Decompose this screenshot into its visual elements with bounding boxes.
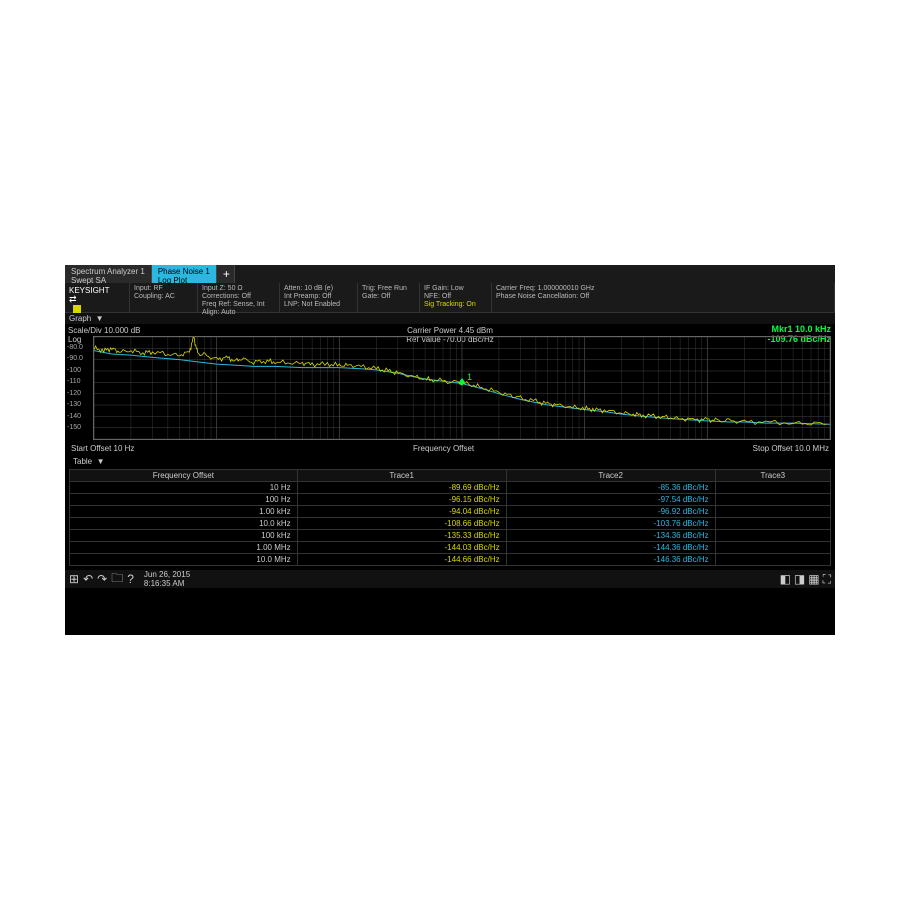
tab-bar: Spectrum Analyzer 1 Swept SA Phase Noise…: [65, 265, 835, 283]
table-row[interactable]: 100 kHz-135.33 dBc/Hz-134.36 dBc/Hz: [70, 530, 831, 542]
taskbar: ⊞ ↶ ↷ 🗀 ? Jun 26, 20158:16:35 AM ◧ ◨ ▦ ⛶: [65, 570, 835, 588]
info-input: Input: RFCoupling: AC: [130, 283, 198, 312]
y-tick-label: -130: [67, 401, 81, 408]
table-cell: [715, 542, 830, 554]
redo-icon[interactable]: ↷: [97, 572, 107, 586]
table-header: Trace1: [297, 470, 506, 482]
stop-offset: Stop Offset 10.0 MHz: [753, 444, 829, 453]
y-tick-label: -120: [67, 390, 81, 397]
start-offset: Start Offset 10 Hz: [71, 444, 134, 453]
y-tick-label: -150: [67, 424, 81, 431]
table-cell: -108.66 dBc/Hz: [297, 518, 506, 530]
table-cell: -146.36 dBc/Hz: [506, 554, 715, 566]
table-row[interactable]: 10.0 kHz-108.66 dBc/Hz-103.76 dBc/Hz: [70, 518, 831, 530]
table-cell: -144.36 dBc/Hz: [506, 542, 715, 554]
y-tick-label: -80.0: [67, 344, 83, 351]
table-cell: [715, 506, 830, 518]
table-dropdown[interactable]: Table ▼: [69, 456, 831, 467]
taskbar-datetime: Jun 26, 20158:16:35 AM: [144, 570, 190, 588]
table-section: Table ▼ Frequency OffsetTrace1Trace2Trac…: [65, 454, 835, 570]
x-axis-labels: Start Offset 10 Hz Frequency Offset Stop…: [65, 444, 835, 453]
y-tick-label: -100: [67, 367, 81, 374]
table-row[interactable]: 10 Hz-89.69 dBc/Hz-85.36 dBc/Hz: [70, 482, 831, 494]
tab-label: Spectrum Analyzer 1: [71, 267, 145, 276]
graph-header: Graph ▼: [65, 313, 835, 324]
tb-icon-3[interactable]: ▦: [808, 572, 819, 587]
table-header: Frequency Offset: [70, 470, 298, 482]
tab-phase-noise[interactable]: Phase Noise 1 Log Plot: [152, 265, 217, 283]
table-cell: 1.00 kHz: [70, 506, 298, 518]
table-cell: 100 kHz: [70, 530, 298, 542]
table-header: Trace3: [715, 470, 830, 482]
svg-text:1: 1: [467, 372, 472, 382]
table-cell: [715, 530, 830, 542]
info-bar: KEYSIGHT ⇄ Input: RFCoupling: AC Input Z…: [65, 283, 835, 313]
table-cell: -96.15 dBc/Hz: [297, 494, 506, 506]
tab-label: Phase Noise 1: [158, 267, 210, 276]
table-cell: 1.00 MHz: [70, 542, 298, 554]
windows-icon[interactable]: ⊞: [69, 572, 79, 586]
info-atten: Atten: 10 dB (e)Int Preamp: OffLNP: Not …: [280, 283, 358, 312]
table-cell: -85.36 dBc/Hz: [506, 482, 715, 494]
graph-dropdown[interactable]: Graph ▼: [69, 314, 104, 323]
tb-icon-1[interactable]: ◧: [780, 572, 791, 587]
tab-swept-sa[interactable]: Spectrum Analyzer 1 Swept SA: [65, 265, 152, 283]
table-row[interactable]: 1.00 kHz-94.04 dBc/Hz-96.92 dBc/Hz: [70, 506, 831, 518]
tb-icon-2[interactable]: ◨: [794, 572, 805, 587]
table-cell: [715, 494, 830, 506]
table-cell: [715, 554, 830, 566]
table-cell: -97.54 dBc/Hz: [506, 494, 715, 506]
undo-icon[interactable]: ↶: [83, 572, 93, 586]
analyzer-window: Spectrum Analyzer 1 Swept SA Phase Noise…: [65, 265, 835, 635]
table-row[interactable]: 10.0 MHz-144.66 dBc/Hz-146.36 dBc/Hz: [70, 554, 831, 566]
help-icon[interactable]: ?: [127, 572, 134, 586]
info-corrections: Input Z: 50 ΩCorrections: OffFreq Ref: S…: [198, 283, 280, 312]
table-cell: -135.33 dBc/Hz: [297, 530, 506, 542]
table-cell: -89.69 dBc/Hz: [297, 482, 506, 494]
y-tick-label: -90.0: [67, 355, 83, 362]
folder-icon[interactable]: 🗀: [111, 569, 123, 590]
table-cell: -144.03 dBc/Hz: [297, 542, 506, 554]
table-cell: -96.92 dBc/Hz: [506, 506, 715, 518]
table-cell: [715, 518, 830, 530]
table-header: Trace2: [506, 470, 715, 482]
info-carrier: Carrier Freq: 1.000000010 GHzPhase Noise…: [492, 283, 835, 312]
table-cell: 10.0 kHz: [70, 518, 298, 530]
table-cell: -144.66 dBc/Hz: [297, 554, 506, 566]
plot[interactable]: 1: [93, 336, 831, 440]
info-trig: Trig: Free RunGate: Off: [358, 283, 420, 312]
table-cell: 10.0 MHz: [70, 554, 298, 566]
table-cell: 10 Hz: [70, 482, 298, 494]
y-tick-label: -110: [67, 378, 81, 385]
table-cell: [715, 482, 830, 494]
table-cell: -103.76 dBc/Hz: [506, 518, 715, 530]
table-cell: 100 Hz: [70, 494, 298, 506]
brand-logo: KEYSIGHT ⇄: [65, 283, 130, 312]
table-row[interactable]: 100 Hz-96.15 dBc/Hz-97.54 dBc/Hz: [70, 494, 831, 506]
table-cell: -94.04 dBc/Hz: [297, 506, 506, 518]
data-table: Frequency OffsetTrace1Trace2Trace3 10 Hz…: [69, 469, 831, 566]
x-axis-title: Frequency Offset: [413, 444, 474, 453]
table-cell: -134.36 dBc/Hz: [506, 530, 715, 542]
y-tick-label: -140: [67, 413, 81, 420]
fullscreen-icon[interactable]: ⛶: [823, 572, 831, 587]
tab-add[interactable]: +: [217, 265, 235, 283]
table-row[interactable]: 1.00 MHz-144.03 dBc/Hz-144.36 dBc/Hz: [70, 542, 831, 554]
graph-area: Scale/Div 10.000 dBLog Carrier Power 4.4…: [65, 324, 835, 454]
info-gain: IF Gain: LowNFE: OffSig Tracking: On: [420, 283, 492, 312]
